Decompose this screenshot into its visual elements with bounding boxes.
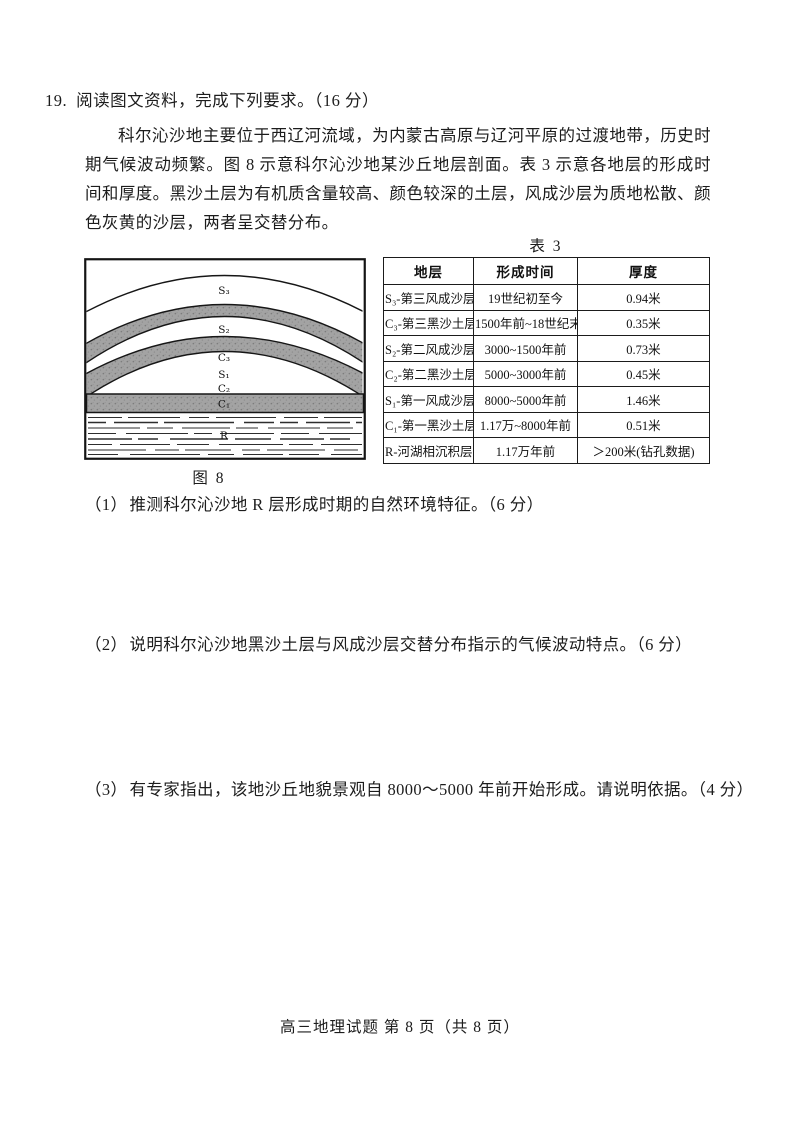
table-caption: 表 3 [529, 238, 563, 255]
sub-question-1: （1） 推测科尔沁沙地 R 层形成时期的自然环境特征。（6 分） [85, 491, 544, 515]
cell-layer: C₃-第三黑沙土层 [383, 309, 474, 336]
intro-paragraph: 科尔沁沙地主要位于西辽河流域，为内蒙古高原与辽河平原的过渡地带，历史时期气候波动… [85, 126, 711, 232]
cell-layer: C₁-第一黑沙土层 [383, 411, 474, 438]
layer-label-r: R [220, 430, 229, 442]
cell-thickness: ＞200米(钻孔数据) [577, 437, 710, 464]
stratum-band-c1 [85, 393, 365, 414]
cell-time: 8000~5000年前 [473, 386, 578, 413]
stratum-band-c2 [86, 335, 363, 394]
layer-label-c1: C₁ [218, 399, 230, 411]
cell-time: 1500年前~18世纪末 [473, 309, 578, 336]
table-header-time: 形成时间 [473, 257, 578, 285]
page-footer: 高三地理试题 第 8 页（共 8 页） [280, 1019, 520, 1036]
cell-thickness: 0.94米 [577, 284, 710, 311]
layer-label-c2: C₂ [218, 383, 230, 395]
table-row: S₂-第二风成沙层 3000~1500年前 0.73米 [383, 335, 710, 362]
table-row: C₁-第一黑沙土层 1.17万~8000年前 0.51米 [383, 411, 710, 438]
sub-question-2-text: 说明科尔沁沙地黑沙土层与风成沙层交替分布指示的气候波动特点。（6 分） [129, 635, 693, 654]
question-number: 19. [45, 91, 68, 110]
figure-caption: 图 8 [192, 470, 226, 487]
cell-time: 1.17万年前 [473, 437, 578, 464]
strata-table: 地层 形成时间 厚度 S₃-第三风成沙层 19世纪初至今 0.94米 C₃-第三… [383, 257, 710, 464]
layer-label-s3: S₃ [218, 285, 229, 297]
sub-question-3-label: （3） [85, 780, 128, 799]
table-row: C₃-第三黑沙土层 1500年前~18世纪末 0.35米 [383, 309, 710, 336]
table-header-thickness: 厚度 [577, 257, 710, 285]
sub-question-2-label: （2） [85, 635, 128, 654]
layer-label-s1: S₁ [218, 369, 229, 381]
table-row: S₃-第三风成沙层 19世纪初至今 0.94米 [383, 284, 710, 311]
cell-layer: R-河湖相沉积层 [383, 437, 474, 464]
cell-time: 1.17万~8000年前 [473, 411, 578, 438]
stratum-band-c3 [86, 303, 363, 364]
question-heading-line: 19. 阅读图文资料，完成下列要求。（16 分） [45, 87, 379, 111]
strata-figure: S₃ C₃ S₂ C₂ . C₁ R S₁ [84, 258, 366, 460]
table-header-layer: 地层 [383, 257, 474, 285]
cell-time: 5000~3000年前 [473, 360, 578, 387]
stratum-arc-s3-top [86, 274, 363, 313]
table-row: C₂-第二黑沙土层 5000~3000年前 0.45米 [383, 360, 710, 387]
strata-diagram: S₃ C₃ S₂ C₂ . C₁ R S₁ [84, 258, 366, 460]
sub-question-1-label: （1） [85, 495, 128, 514]
cell-time: 3000~1500年前 [473, 335, 578, 362]
cell-thickness: 0.45米 [577, 360, 710, 387]
sub-question-1-text: 推测科尔沁沙地 R 层形成时期的自然环境特征。（6 分） [129, 495, 544, 514]
table-row: R-河湖相沉积层 1.17万年前 ＞200米(钻孔数据) [383, 437, 710, 464]
cell-thickness: 0.51米 [577, 411, 710, 438]
cell-layer: S₃-第三风成沙层 [383, 284, 474, 311]
question-heading: 阅读图文资料，完成下列要求。（16 分） [76, 91, 379, 110]
cell-layer: S₁-第一风成沙层 [383, 386, 474, 413]
cell-thickness: 0.35米 [577, 309, 710, 336]
cell-time: 19世纪初至今 [473, 284, 578, 311]
layer-label-s2: S₂ [218, 324, 229, 336]
table-row: S₁-第一风成沙层 8000~5000年前 1.46米 [383, 386, 710, 413]
figure-border [84, 258, 366, 460]
cell-layer: C₂-第二黑沙土层 [383, 360, 474, 387]
cell-layer: S₂-第二风成沙层 [383, 335, 474, 362]
layer-label-c3: C₃ [218, 352, 230, 364]
cell-thickness: 1.46米 [577, 386, 710, 413]
sub-question-3-text: 有专家指出，该地沙丘地貌景观自 8000～5000 年前开始形成。请说明依据。（… [129, 780, 754, 799]
table-header-row: 地层 形成时间 厚度 [383, 257, 710, 285]
sub-question-2: （2） 说明科尔沁沙地黑沙土层与风成沙层交替分布指示的气候波动特点。（6 分） [85, 631, 692, 655]
stratum-stripes-r [88, 416, 362, 455]
sub-question-3: （3） 有专家指出，该地沙丘地貌景观自 8000～5000 年前开始形成。请说明依… [85, 776, 753, 800]
cell-thickness: 0.73米 [577, 335, 710, 362]
